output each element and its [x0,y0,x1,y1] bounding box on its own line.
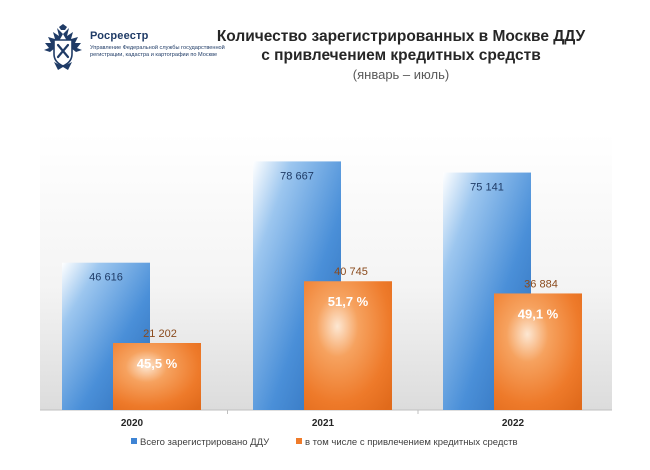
x-tick-label-2021: 2021 [312,418,335,429]
rosreestr-logo: Росреестр Управление Федеральной службы … [38,24,228,84]
bar-credit-2022 [494,293,582,410]
chart-subtitle: (январь – июль) [352,67,450,82]
chart-title-block: Количество зарегистрированных в Москве Д… [195,27,607,83]
chart-legend: Всего зарегистрировано ДДУ в том числе с… [0,437,650,453]
share-label-2022: 49,1 % [518,306,559,321]
chart-title-line-2: с привлечением кредитных средств [261,47,541,64]
data-label-credit-2021: 40 745 [334,266,368,278]
eagle-emblem-icon [44,24,82,70]
x-tick-label-2020: 2020 [121,418,144,429]
x-tick-label-2022: 2022 [502,418,525,429]
chart-title-line-1: Количество зарегистрированных в Москве Д… [216,28,586,45]
bar-credit-2021 [304,281,392,410]
legend-item-credit: в том числе с привлечением кредитных сре… [296,437,518,448]
legend-label-credit: в том числе с привлечением кредитных сре… [305,437,518,448]
logo-name: Росреестр [90,30,149,42]
share-label-2021: 51,7 % [328,294,369,309]
data-label-total-2020: 46 616 [89,272,123,284]
legend-item-total: Всего зарегистрировано ДДУ [131,437,269,448]
logo-description: Управление Федеральной службы государств… [90,45,225,59]
data-label-total-2021: 78 667 [280,170,314,182]
data-label-total-2022: 75 141 [470,182,504,194]
share-label-2020: 45,5 % [137,356,178,371]
legend-swatch-total [131,438,137,445]
legend-label-total: Всего зарегистрировано ДДУ [140,437,270,448]
legend-swatch-credit [296,438,302,445]
data-label-credit-2022: 36 884 [524,278,558,290]
bar-credit-2020 [113,343,201,410]
data-label-credit-2020: 21 202 [143,328,177,340]
